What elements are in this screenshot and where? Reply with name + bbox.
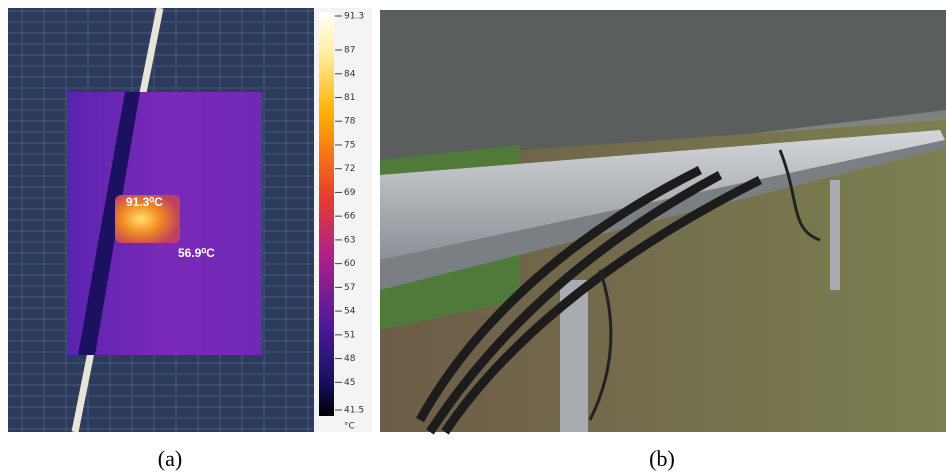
- tick-label: 91.3: [344, 12, 364, 22]
- tick-label: 63: [344, 235, 355, 245]
- panel-a: 91.3⁰C 56.9⁰C 91.3 87 84 81 78 75 72 69 66 63 60 57…: [8, 8, 372, 432]
- tick-label: 48: [344, 354, 356, 364]
- tick-label: 60: [344, 259, 356, 269]
- tick-label: 51: [344, 330, 355, 340]
- figure: 91.3⁰C 56.9⁰C 91.3 87 84 81 78 75 72 69 66 63 60 57…: [0, 0, 946, 475]
- tick-label: 45: [344, 378, 355, 388]
- caption: (b): [649, 446, 675, 471]
- panel-b: [380, 10, 946, 432]
- annotation: 91.3⁰C: [126, 195, 163, 209]
- colorbar: [319, 12, 334, 416]
- tick-label: 72: [344, 164, 355, 174]
- post: [830, 180, 840, 290]
- tick-label: 54: [344, 307, 356, 317]
- tick-label: 87: [344, 46, 355, 56]
- caption: (a): [158, 446, 182, 471]
- tick-label: 41.5: [344, 406, 364, 416]
- tick-label: 84: [344, 69, 356, 79]
- annotation: 56.9⁰C: [178, 246, 215, 260]
- tick-label: 66: [344, 212, 356, 222]
- tick-label: 75: [344, 140, 355, 150]
- tick-label: 57: [344, 283, 355, 293]
- colorbar-unit: °C: [344, 422, 355, 432]
- tick-label: 78: [344, 117, 356, 127]
- tick-label: 69: [344, 188, 356, 198]
- tick-label: 81: [344, 93, 355, 103]
